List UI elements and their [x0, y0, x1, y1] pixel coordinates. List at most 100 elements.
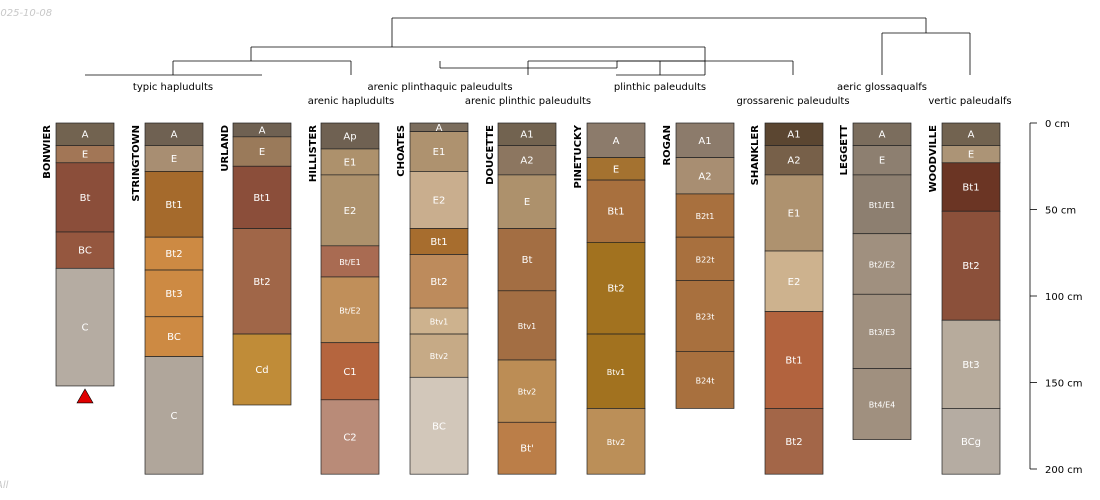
- profile-woodville: AE Bt1 Bt2 Bt3 BCg WOODVILLE: [928, 122, 1001, 475]
- group-label-vertic: vertic paleudalfs: [928, 96, 1011, 107]
- profile-doucette: A1 A2 E Bt Btv1 Btv2 Bt' DOUCETTE: [485, 122, 557, 475]
- horizon-label: B22t: [696, 255, 715, 264]
- horizon-woodville-4: [941, 319, 1001, 409]
- horizon-label: A: [879, 130, 886, 141]
- horizon-label: BC: [167, 332, 181, 343]
- profile-leggett: A E Bt1/E1 Bt2/E2 Bt3/E3 Bt4/E4 LEGGETT: [839, 122, 912, 440]
- horizon-rogan-5: [675, 351, 735, 409]
- horizon-label: Bt1: [607, 207, 624, 218]
- horizon-leggett-1: [852, 145, 912, 176]
- profile-name: ROGAN: [662, 125, 673, 166]
- horizon-label: BC: [78, 246, 92, 257]
- horizon-label: Bt3/E3: [869, 328, 896, 337]
- horizon-urland-1: [232, 136, 292, 167]
- horizon-label: B23t: [696, 312, 715, 321]
- horizon-pinetucky-5: [586, 408, 646, 475]
- horizon-doucette-1: [497, 145, 557, 176]
- horizon-label: E2: [433, 195, 446, 206]
- horizon-label: Bt/E2: [339, 306, 360, 315]
- group-labels: typic hapludults arenic hapludults arenic …: [133, 82, 1012, 107]
- group-label-grossarenic: grossarenic paleudults: [736, 96, 849, 107]
- horizon-doucette-2: [497, 174, 557, 229]
- horizon-label: A: [82, 130, 89, 141]
- horizon-label: A: [436, 123, 443, 134]
- horizon-shankler-4: [764, 311, 824, 409]
- horizon-bonwier-4: [55, 267, 115, 387]
- horizon-label: Bt: [522, 255, 533, 266]
- profile-hillister: Ap E1 E2 Bt/E1 Bt/E2 C1 C2 HILLISTER: [308, 122, 380, 475]
- horizon-label: Bt1: [253, 193, 270, 204]
- horizon-label: A2: [787, 156, 800, 167]
- horizon-choates-6: [409, 333, 469, 378]
- profile-name: LEGGETT: [839, 125, 850, 176]
- horizon-label: Bt2: [607, 284, 624, 295]
- horizon-label: A: [968, 130, 975, 141]
- horizon-doucette-5: [497, 359, 557, 423]
- profile-name: CHOATES: [396, 125, 407, 177]
- horizon-label: C1: [343, 367, 356, 378]
- horizon-hillister-5: [320, 342, 380, 401]
- horizon-label: Bt2/E2: [869, 260, 896, 269]
- horizon-label: BC: [432, 421, 446, 432]
- horizon-hillister-2: [320, 174, 380, 247]
- horizon-woodville-3: [941, 210, 1001, 321]
- horizon-stringtown-4: [144, 269, 204, 318]
- horizon-label: E1: [788, 208, 801, 219]
- horizon-rogan-4: [675, 280, 735, 352]
- horizon-label: Bt3: [165, 289, 182, 300]
- horizon-label: C2: [343, 432, 356, 443]
- horizon-label: E2: [344, 206, 357, 217]
- horizon-label: Cd: [255, 365, 268, 376]
- horizon-shankler-3: [764, 250, 824, 312]
- horizon-label: Bt': [520, 444, 534, 455]
- horizon-leggett-2: [852, 174, 912, 235]
- horizon-label: Btv1: [518, 322, 536, 331]
- group-label-aeric: aeric glossaqualfs: [837, 82, 927, 93]
- profile-name: PINETUCKY: [573, 124, 584, 188]
- horizon-label: A2: [520, 156, 533, 167]
- horizon-label: Bt/E1: [339, 258, 360, 267]
- horizon-shankler-5: [764, 408, 824, 475]
- horizon-label: Btv2: [607, 438, 625, 447]
- horizon-label: Bt1: [962, 183, 979, 194]
- horizon-doucette-6: [497, 421, 557, 475]
- horizon-rogan-2: [675, 193, 735, 238]
- horizon-label: E: [259, 147, 265, 158]
- horizon-leggett-3: [852, 233, 912, 295]
- profile-urland: AE Bt1 Bt2 Cd URLAND: [220, 122, 292, 406]
- horizon-label: B24t: [696, 376, 715, 385]
- profile-name: HILLISTER: [308, 125, 319, 182]
- horizon-label: Bt2: [785, 437, 802, 448]
- depth-tick-label: 150 cm: [1045, 379, 1083, 390]
- horizon-label: A1: [698, 136, 711, 147]
- horizon-label: Bt2: [430, 277, 447, 288]
- horizon-hillister-4: [320, 276, 380, 344]
- horizon-leggett-4: [852, 293, 912, 370]
- profile-name: URLAND: [220, 125, 231, 172]
- horizon-label: A: [171, 130, 178, 141]
- horizon-bonwier-2: [55, 162, 115, 233]
- profile-name: WOODVILLE: [928, 125, 939, 193]
- horizon-label: Bt2: [165, 249, 182, 260]
- horizon-urland-2: [232, 165, 292, 229]
- horizon-shankler-1: [764, 145, 824, 176]
- horizon-pinetucky-0: [586, 122, 646, 158]
- group-label-arenic_hap: arenic hapludults: [308, 96, 395, 107]
- horizon-doucette-4: [497, 290, 557, 361]
- profile-pinetucky: A E Bt1 Bt2 Btv1 Btv2 PINETUCKY: [573, 122, 646, 475]
- horizon-hillister-0: [320, 122, 380, 150]
- horizon-rogan-3: [675, 236, 735, 281]
- horizon-label: E: [879, 156, 885, 167]
- horizon-choates-1: [409, 131, 469, 172]
- profile-name: STRINGTOWN: [131, 125, 142, 202]
- group-label-typic: typic hapludults: [133, 82, 213, 93]
- horizon-doucette-3: [497, 228, 557, 292]
- horizon-label: C: [82, 323, 89, 334]
- profile-rogan: A1 A2 B2t1 B22t B23t B24t ROGAN: [662, 122, 735, 409]
- depth-tick-label: 50 cm: [1045, 206, 1076, 217]
- truncation-marker: [76, 388, 94, 404]
- horizon-label: E: [171, 154, 177, 165]
- profile-name: BONWIER: [42, 125, 53, 179]
- horizon-stringtown-3: [144, 236, 204, 271]
